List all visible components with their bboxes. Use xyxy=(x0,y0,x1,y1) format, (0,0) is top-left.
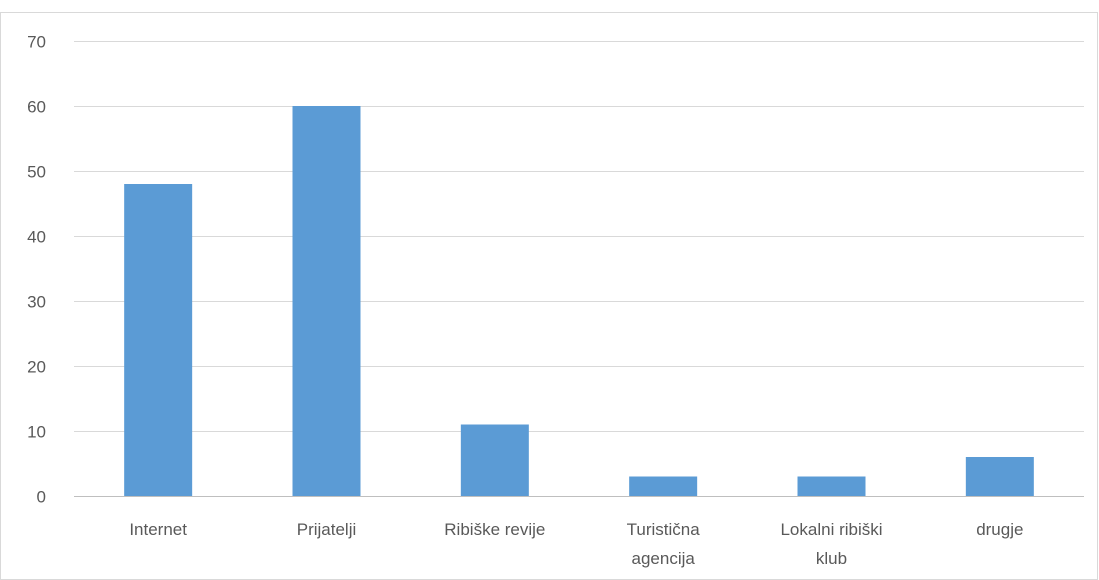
y-tick-label: 30 xyxy=(27,293,46,312)
gridlines xyxy=(74,41,1084,432)
y-tick-label: 10 xyxy=(27,423,46,442)
y-axis-tick-labels: 0 10 20 30 40 50 60 70 xyxy=(27,33,46,507)
x-tick-label-line: Lokalni ribiški xyxy=(780,520,882,539)
bar xyxy=(124,184,193,496)
x-tick-label-line: agencija xyxy=(632,549,696,568)
y-tick-label: 0 xyxy=(37,488,46,507)
x-tick-label: Turistična agencija xyxy=(627,520,701,568)
x-tick-label: drugje xyxy=(976,520,1023,539)
x-tick-label-line: drugje xyxy=(976,520,1023,539)
bar xyxy=(629,476,698,496)
x-tick-label-line: Ribiške revije xyxy=(444,520,545,539)
x-tick-label: Prijatelji xyxy=(297,520,357,539)
y-tick-label: 50 xyxy=(27,163,46,182)
x-tick-label: Ribiške revije xyxy=(444,520,545,539)
x-tick-label: Internet xyxy=(129,520,187,539)
y-tick-label: 60 xyxy=(27,98,46,117)
x-axis-tick-labels: Internet Prijatelji Ribiške revije Turistič… xyxy=(129,520,1023,568)
bar xyxy=(292,106,361,496)
x-tick-label: Lokalni ribiški klub xyxy=(780,520,882,568)
bar xyxy=(965,457,1034,496)
x-tick-label-line: klub xyxy=(816,549,847,568)
y-tick-label: 20 xyxy=(27,358,46,377)
y-tick-label: 70 xyxy=(27,33,46,52)
x-tick-label-line: Prijatelji xyxy=(297,520,357,539)
y-tick-label: 40 xyxy=(27,228,46,247)
bar xyxy=(460,424,529,496)
bar xyxy=(797,476,866,496)
bars xyxy=(124,106,1034,496)
x-tick-label-line: Internet xyxy=(129,520,187,539)
x-tick-label-line: Turistična xyxy=(627,520,701,539)
